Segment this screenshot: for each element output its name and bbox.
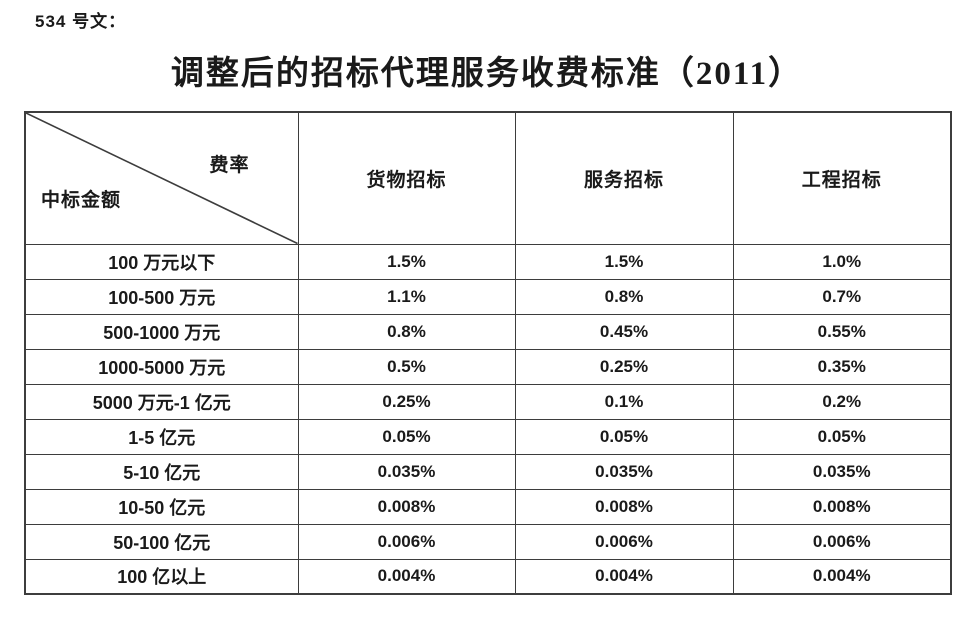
page-title: 调整后的招标代理服务收费标准（2011） — [170, 56, 804, 92]
row-label: 1-5 亿元 — [24, 418, 299, 455]
fee-value: 1.1% — [297, 278, 516, 315]
row-label: 100-500 万元 — [24, 278, 299, 315]
table-row: 100 万元以下 1.5% 1.5% 1.0% — [24, 243, 952, 280]
fee-value: 1.0% — [732, 243, 952, 280]
fee-value: 0.35% — [732, 348, 952, 385]
fee-value: 0.05% — [732, 418, 952, 455]
fee-value: 0.008% — [732, 488, 952, 525]
fee-value: 0.25% — [297, 383, 516, 420]
fee-value: 0.1% — [514, 383, 734, 420]
table-header-row: 费率 中标金额 货物招标 服务招标 工程招标 — [24, 111, 952, 245]
row-label: 100 亿以上 — [24, 558, 299, 595]
fee-value: 0.8% — [514, 278, 734, 315]
corner-cell: 费率 中标金额 — [24, 111, 299, 245]
row-label: 5-10 亿元 — [24, 453, 299, 490]
corner-label-rate: 费率 — [209, 155, 250, 176]
fee-value: 0.035% — [297, 453, 516, 490]
table-row: 100-500 万元 1.1% 0.8% 0.7% — [24, 278, 952, 315]
fee-value: 0.05% — [514, 418, 734, 455]
table-row: 5-10 亿元 0.035% 0.035% 0.035% — [24, 453, 952, 490]
fee-value: 0.05% — [297, 418, 516, 455]
diagonal-divider-line — [26, 113, 298, 244]
row-label: 1000-5000 万元 — [24, 348, 299, 385]
table-row: 1000-5000 万元 0.5% 0.25% 0.35% — [24, 348, 952, 385]
fee-value: 1.5% — [297, 243, 516, 280]
fee-value: 0.006% — [732, 523, 952, 560]
fee-value: 0.008% — [297, 488, 516, 525]
doc-number: 534 号文： — [35, 12, 127, 31]
fee-value: 0.006% — [514, 523, 734, 560]
row-label: 10-50 亿元 — [24, 488, 299, 525]
fee-value: 0.004% — [514, 558, 734, 595]
fee-value: 0.2% — [732, 383, 952, 420]
fee-value: 0.5% — [297, 348, 516, 385]
table-row: 5000 万元-1 亿元 0.25% 0.1% 0.2% — [24, 383, 952, 420]
fee-value: 0.035% — [514, 453, 734, 490]
fee-value: 0.7% — [732, 278, 952, 315]
fee-value: 0.004% — [732, 558, 952, 595]
row-label: 500-1000 万元 — [24, 313, 299, 350]
row-label: 5000 万元-1 亿元 — [24, 383, 299, 420]
fee-value: 0.004% — [297, 558, 516, 595]
fee-table: 费率 中标金额 货物招标 服务招标 工程招标 100 万元以下 1.5% 1.5… — [24, 111, 952, 595]
column-header-goods: 货物招标 — [297, 111, 516, 245]
corner-label-amount: 中标金额 — [41, 190, 122, 211]
fee-value: 1.5% — [514, 243, 734, 280]
fee-value: 0.008% — [514, 488, 734, 525]
column-header-services: 服务招标 — [514, 111, 734, 245]
fee-value: 0.55% — [732, 313, 952, 350]
table-row: 10-50 亿元 0.008% 0.008% 0.008% — [24, 488, 952, 525]
row-label: 50-100 亿元 — [24, 523, 299, 560]
fee-value: 0.45% — [514, 313, 734, 350]
table-row: 50-100 亿元 0.006% 0.006% 0.006% — [24, 523, 952, 560]
table-row: 500-1000 万元 0.8% 0.45% 0.55% — [24, 313, 952, 350]
fee-value: 0.8% — [297, 313, 516, 350]
column-header-engineering: 工程招标 — [732, 111, 952, 245]
fee-value: 0.25% — [514, 348, 734, 385]
table-row: 100 亿以上 0.004% 0.004% 0.004% — [24, 558, 952, 595]
table-row: 1-5 亿元 0.05% 0.05% 0.05% — [24, 418, 952, 455]
fee-value: 0.006% — [297, 523, 516, 560]
fee-value: 0.035% — [732, 453, 952, 490]
row-label: 100 万元以下 — [24, 243, 299, 280]
